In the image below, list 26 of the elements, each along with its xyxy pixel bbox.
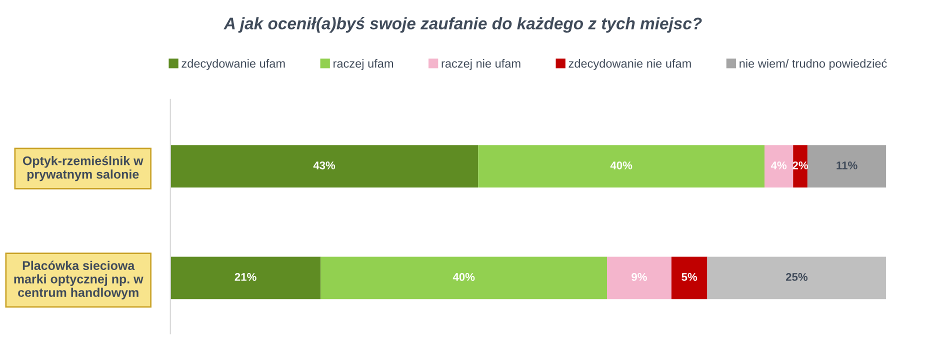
data-label: 40% [610,161,632,170]
legend-label: nie wiem/ trudno powiedzieć [740,58,887,70]
legend-label: zdecydowanie ufam [182,59,285,70]
data-label: 11% [836,161,858,170]
bar [320,256,608,300]
bar [764,145,794,188]
data-label: 43% [313,161,336,170]
data-label: 4% [770,161,787,170]
legend-label: raczej ufam [334,59,394,70]
legend-label: zdecydowanie nie ufam [568,59,691,70]
bar [607,256,672,300]
data-label: 25% [786,273,808,281]
bar [170,256,321,300]
bar [707,256,886,300]
data-label: 9% [632,273,647,281]
bar [807,145,886,188]
data-label: 21% [234,273,256,281]
data-label: 40% [452,273,475,281]
legend-label: raczej nie ufam [442,59,520,70]
y-tick-label: Optyk-rzemieślnik w prywatnym salonie [22,156,144,182]
data-label: 5% [682,273,698,281]
y-tick-label: Placówka sieciowa marki optycznej np. w centrum handlowym [14,260,144,300]
bar [478,145,764,188]
chart-title: A jak ocenił(a)byś swoje zaufanie do każdego z tych miejsc? [224,17,702,33]
bar [671,256,708,300]
bar [170,145,478,188]
